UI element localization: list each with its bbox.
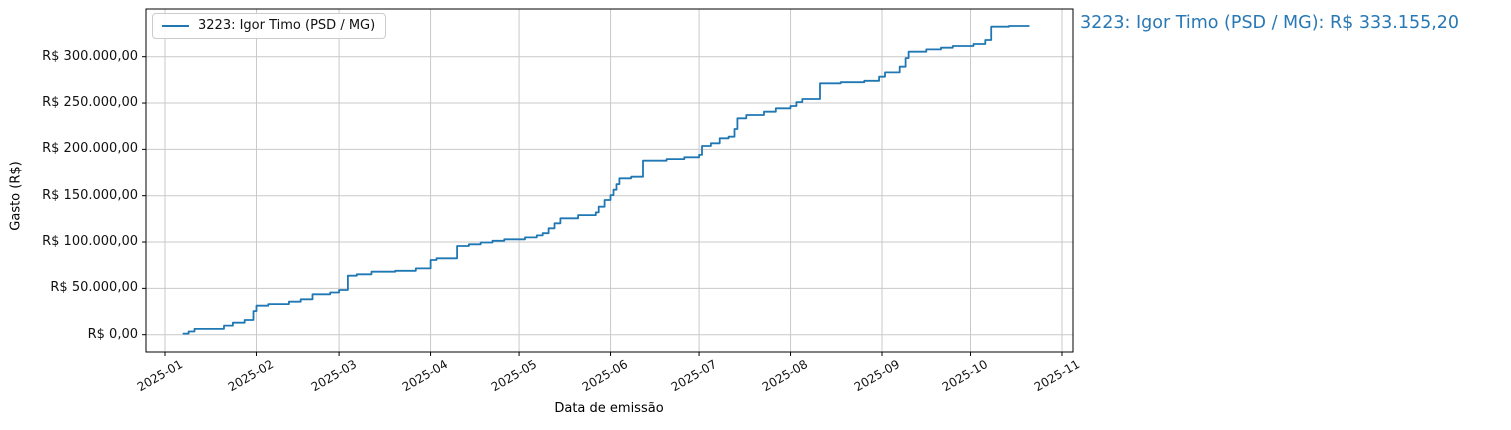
legend-label: 3223: Igor Timo (PSD / MG)	[198, 18, 376, 33]
legend: 3223: Igor Timo (PSD / MG)	[152, 13, 387, 39]
y-tick-label: R$ 100.000,00	[42, 234, 138, 250]
y-tick-label: R$ 0,00	[87, 326, 138, 342]
y-tick-label: R$ 250.000,00	[42, 95, 138, 111]
legend-line-sample	[162, 24, 189, 27]
x-axis-title: Data de emissão	[554, 401, 664, 416]
y-tick-label: R$ 150.000,00	[42, 187, 138, 203]
series-step-line	[182, 25, 1030, 335]
y-axis-title: Gasto (R$)	[8, 161, 24, 231]
y-tick-label: R$ 50.000,00	[50, 280, 138, 296]
plot-border	[145, 8, 1074, 353]
final-value-annotation: 3223: Igor Timo (PSD / MG): R$ 333.155,2…	[1080, 13, 1460, 33]
y-tick-label: R$ 200.000,00	[42, 141, 138, 157]
y-tick-label: R$ 300.000,00	[42, 48, 138, 64]
